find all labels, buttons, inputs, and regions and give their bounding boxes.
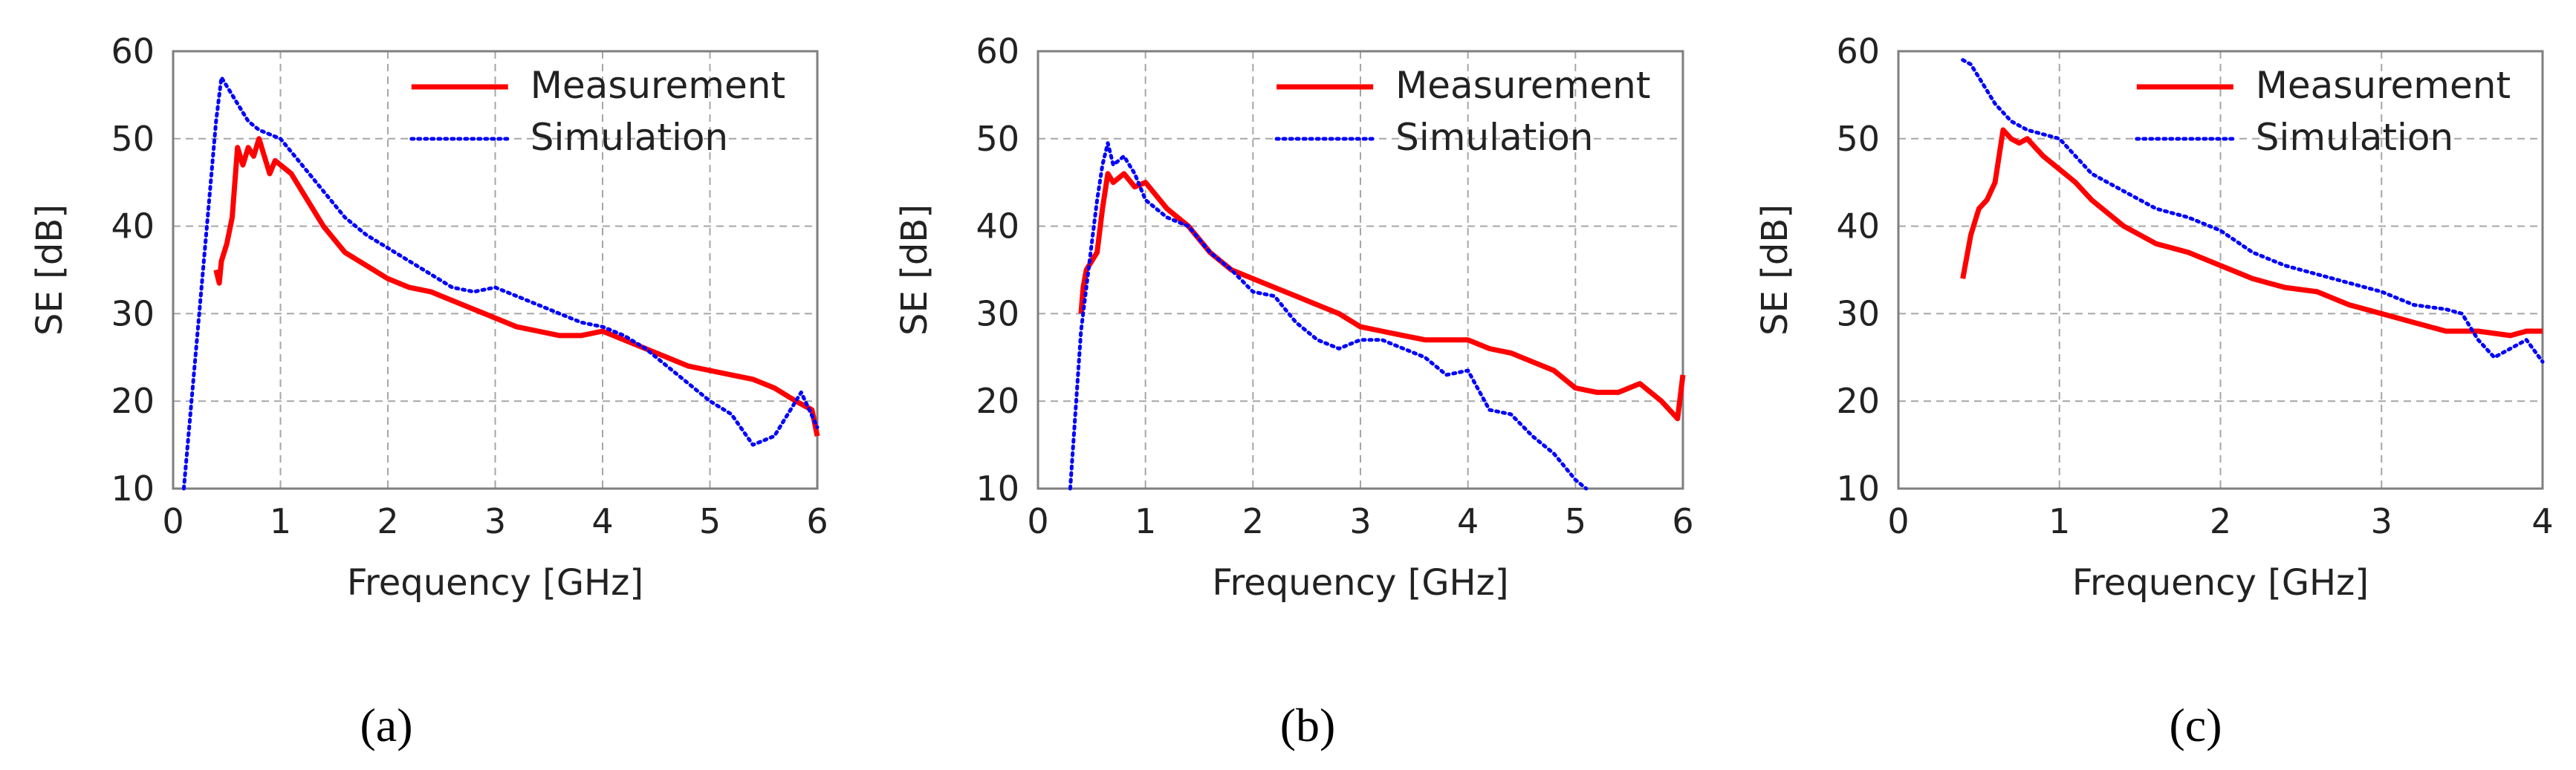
x-tick-label: 1 — [2048, 501, 2070, 541]
legend-label-simulation: Simulation — [2256, 116, 2453, 159]
caption-letter: c — [2185, 699, 2206, 751]
legend-label-measurement: Measurement — [1395, 64, 1650, 107]
x-tick-label: 0 — [1027, 501, 1048, 541]
caption-letter: b — [1296, 699, 1320, 751]
x-tick-label: 6 — [1672, 501, 1693, 541]
simulation-series-line — [1961, 58, 2545, 364]
legend-label-measurement: Measurement — [531, 64, 785, 107]
y-tick-label: 10 — [1836, 469, 1880, 509]
y-tick-label: 50 — [1836, 119, 1880, 159]
x-tick-label: 2 — [377, 501, 398, 541]
x-tick-label: 0 — [1887, 501, 1909, 541]
caption-open: ( — [360, 699, 375, 751]
plot-frame — [172, 50, 819, 490]
legend-label-measurement: Measurement — [2256, 64, 2511, 107]
x-tick-label: 1 — [270, 501, 291, 541]
caption-close: ) — [397, 699, 412, 751]
y-axis-label: SE [dB] — [29, 204, 71, 336]
x-tick-label: 5 — [699, 501, 721, 541]
y-axis-label: SE [dB] — [894, 204, 935, 336]
y-tick-label: 30 — [1836, 293, 1880, 333]
panel-caption: (b) — [1280, 699, 1336, 751]
x-tick-label: 3 — [484, 501, 506, 541]
caption-open: ( — [1280, 699, 1296, 751]
y-tick-label: 10 — [111, 469, 155, 509]
x-tick-label: 4 — [2531, 501, 2553, 541]
measurement-series-line — [213, 136, 820, 437]
plot-frame — [1897, 50, 2544, 490]
x-axis-label: Frequency [GHz] — [1212, 562, 1508, 604]
chart-panel-b: 0 1 2 3 4 5 6 10 20 30 40 50 60 Frequency [GHz] SE [dB… — [894, 31, 1694, 751]
x-tick-label: 0 — [162, 501, 184, 541]
x-tick-label: 3 — [2371, 501, 2392, 541]
x-tick-label: 1 — [1135, 501, 1156, 541]
y-tick-label: 20 — [111, 381, 155, 421]
chart-panel-a: 0 1 2 3 4 5 6 10 20 30 40 50 60 Frequency [GHz] SE [dB… — [29, 31, 828, 751]
y-tick-label: 10 — [976, 469, 1019, 509]
x-tick-label: 4 — [591, 501, 613, 541]
caption-letter: a — [376, 699, 397, 751]
x-tick-label: 4 — [1457, 501, 1479, 541]
y-tick-label: 30 — [976, 293, 1019, 333]
x-tick-label: 3 — [1349, 501, 1371, 541]
simulation-series-line — [1068, 141, 1589, 491]
x-tick-label: 2 — [1242, 501, 1264, 541]
y-tick-label: 40 — [111, 206, 155, 247]
measurement-series-line — [1078, 171, 1686, 422]
caption-open: ( — [2169, 699, 2184, 751]
legend-label-simulation: Simulation — [1395, 116, 1593, 159]
x-tick-label: 5 — [1565, 501, 1586, 541]
y-tick-label: 50 — [976, 119, 1019, 159]
y-tick-label: 60 — [1836, 31, 1880, 71]
panel-caption: (a) — [360, 699, 412, 751]
y-tick-label: 50 — [111, 119, 155, 159]
legend-label-simulation: Simulation — [531, 116, 728, 159]
y-tick-label: 40 — [1836, 206, 1880, 247]
y-tick-label: 60 — [976, 31, 1019, 71]
chart-panel-c: 0 1 2 3 4 10 20 30 40 50 60 Frequency [GHz] SE [dB] M… — [1754, 31, 2554, 751]
panel-caption: (c) — [2169, 699, 2222, 751]
x-tick-label: 2 — [2210, 501, 2231, 541]
caption-close: ) — [2206, 699, 2222, 751]
y-tick-label: 30 — [111, 293, 155, 333]
y-tick-label: 60 — [111, 31, 155, 71]
x-axis-label: Frequency [GHz] — [2072, 562, 2369, 604]
y-tick-label: 40 — [976, 206, 1019, 247]
plot-frame — [1036, 50, 1684, 490]
caption-close: ) — [1320, 699, 1335, 751]
x-tick-label: 6 — [806, 501, 828, 541]
simulation-series-line — [181, 75, 820, 491]
y-tick-label: 20 — [1836, 381, 1880, 421]
y-axis-label: SE [dB] — [1754, 204, 1796, 336]
y-tick-label: 20 — [976, 381, 1019, 421]
x-axis-label: Frequency [GHz] — [347, 562, 643, 604]
measurement-series-line — [1960, 127, 2543, 339]
